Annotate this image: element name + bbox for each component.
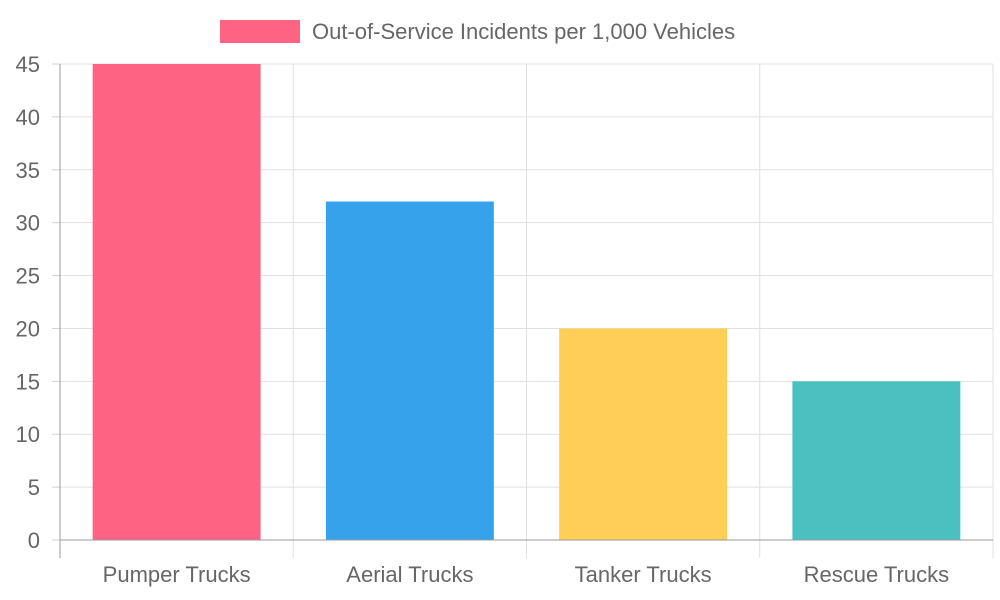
y-tick-label: 35 — [16, 158, 40, 183]
axes: 0 5 10 15 20 25 30 35 40 45 Pumper Trucks Aerial Tr… — [16, 52, 993, 587]
y-tick-label: 45 — [16, 52, 40, 77]
y-tick-label: 15 — [16, 369, 40, 394]
bar-rescue-trucks — [792, 381, 961, 540]
y-tick-label: 0 — [28, 528, 40, 553]
bar-pumper-trucks — [92, 64, 261, 540]
x-tick-label: Rescue Trucks — [804, 562, 950, 587]
bar-tanker-trucks — [559, 328, 728, 540]
y-tick-label: 30 — [16, 211, 40, 236]
bars — [92, 64, 961, 540]
bar-aerial-trucks — [325, 201, 494, 540]
legend-label: Out-of-Service Incidents per 1,000 Vehic… — [312, 19, 735, 44]
legend[interactable]: Out-of-Service Incidents per 1,000 Vehic… — [220, 19, 735, 44]
y-tick-label: 10 — [16, 422, 40, 447]
legend-swatch — [220, 20, 300, 43]
x-tick-label: Tanker Trucks — [575, 562, 712, 587]
y-tick-label: 20 — [16, 316, 40, 341]
y-tick-label: 40 — [16, 105, 40, 130]
y-tick-label: 5 — [28, 475, 40, 500]
x-tick-label: Pumper Trucks — [103, 562, 251, 587]
y-tick-label: 25 — [16, 264, 40, 289]
x-tick-label: Aerial Trucks — [346, 562, 473, 587]
